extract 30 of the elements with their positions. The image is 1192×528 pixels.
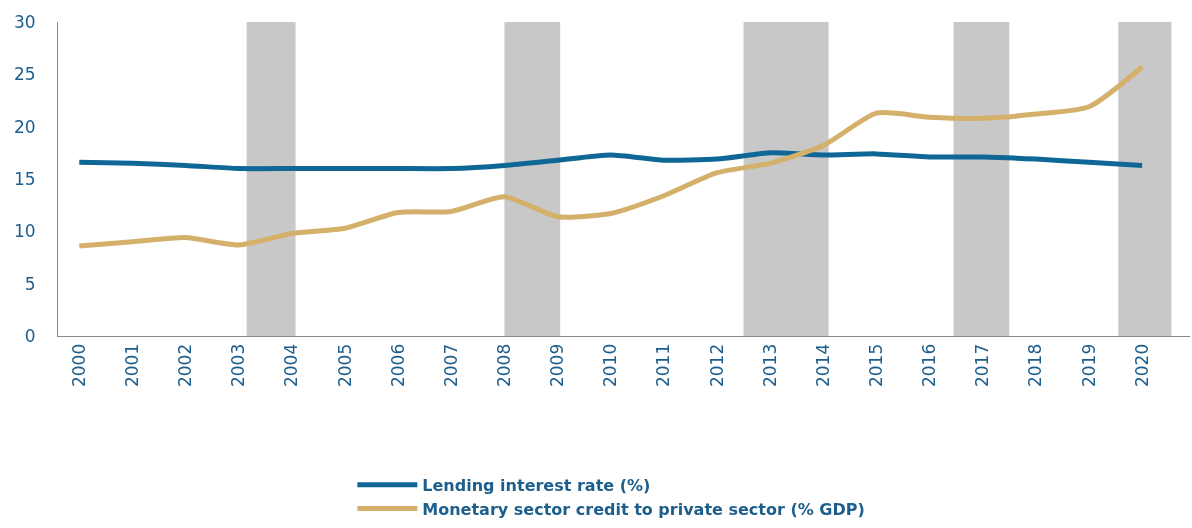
x-tick-label: 2008 (493, 343, 514, 388)
x-tick-label: 2017 (972, 343, 993, 388)
x-tick-label: 2016 (919, 343, 940, 388)
x-tick-label: 2001 (121, 343, 142, 388)
x-tick-label: 2005 (334, 343, 355, 388)
x-tick-label: 2000 (68, 343, 89, 388)
x-tick-label: 2003 (228, 343, 249, 388)
x-tick-label: 2014 (812, 343, 833, 388)
x-tick-label: 2011 (653, 343, 674, 388)
x-tick-label: 2002 (175, 343, 196, 388)
x-tick-label: 2012 (706, 343, 727, 388)
x-tick-label: 2019 (1078, 343, 1099, 388)
x-tick-label: 2015 (865, 343, 886, 388)
legend-label: Lending interest rate (%) (422, 476, 651, 496)
x-tick-label: 2007 (440, 343, 461, 388)
legend-label: Monetary sector credit to private sector (% GDP) (422, 499, 865, 519)
y-tick-label: 25 (13, 64, 36, 85)
x-tick-label: 2006 (387, 343, 408, 388)
x-tick-label: 2018 (1025, 343, 1046, 388)
x-tick-label: 2020 (1131, 343, 1152, 388)
y-tick-label: 30 (13, 11, 36, 32)
x-tick-label: 2009 (547, 343, 568, 388)
y-tick-label: 15 (13, 168, 36, 189)
y-tick-label: 10 (13, 221, 36, 242)
y-tick-label: 20 (13, 116, 36, 137)
x-tick-label: 2013 (759, 343, 780, 388)
y-tick-label: 0 (24, 325, 36, 346)
x-tick-label: 2004 (281, 343, 302, 388)
x-tick-label: 2010 (600, 343, 621, 388)
y-tick-label: 5 (24, 273, 36, 294)
